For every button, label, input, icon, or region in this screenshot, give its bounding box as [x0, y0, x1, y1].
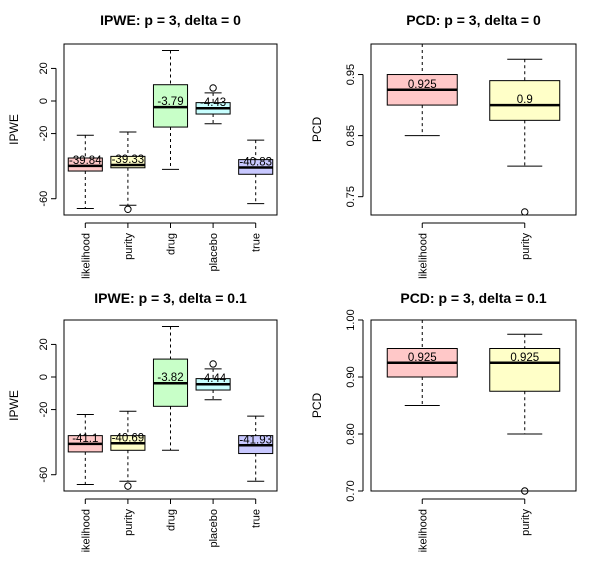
median-label: 0.9 [517, 94, 533, 106]
x-category-label: true [251, 509, 263, 528]
outlier-point [209, 84, 217, 92]
box-true: -40.83 [238, 139, 274, 205]
y-tick-label: 0.75 [345, 186, 357, 207]
outlier-point [521, 208, 529, 216]
x-category-label: true [251, 233, 263, 252]
y-tick-label: 20 [38, 62, 50, 74]
y-tick-label: 0.90 [345, 366, 357, 387]
box-body [152, 84, 189, 128]
box-body [489, 80, 561, 121]
y-tick-label: -20 [38, 126, 50, 142]
y-tick-label: -60 [38, 467, 50, 483]
y-axis-label: PCD [310, 393, 324, 419]
box-purity: -39.33 [110, 131, 146, 214]
y-tick-label: -60 [38, 191, 50, 207]
y-tick-label: 0.95 [345, 64, 357, 85]
chart-title: PCD: p = 3, delta = 0.1 [400, 290, 546, 306]
chart-title: PCD: p = 3, delta = 0 [406, 12, 541, 28]
x-category-label: placebo [208, 233, 220, 272]
median-label: 0.925 [510, 352, 539, 364]
median-label: -41.93 [239, 434, 272, 446]
x-category-label: drug [166, 233, 178, 255]
box-ikelihood: 0.925 [386, 319, 458, 406]
box-body [110, 155, 146, 169]
box-body [67, 157, 103, 172]
y-tick-label: 0.85 [345, 125, 357, 146]
box-purity: 0.9 [489, 58, 561, 216]
y-axis-label: IPWE [7, 390, 21, 421]
median-label: -3.82 [157, 372, 183, 384]
median-label: -40.83 [239, 156, 272, 168]
y-tick-label: 0 [38, 374, 50, 380]
panel-4: PCD: p = 3, delta = 0.1 1.00 0.90 0.80 0.70 P… [310, 290, 577, 552]
x-category-label: likelihood [80, 233, 92, 279]
median-label: 0.925 [408, 79, 437, 91]
box-drug: -3.79 [152, 50, 189, 170]
median-label: -4.43 [200, 97, 226, 109]
x-category-label: purity [520, 233, 532, 260]
plot-frame [63, 43, 278, 216]
panel-1: IPWE: p = 3, delta = 0 20 0 -20 -60 IPWE -39.8… [7, 12, 278, 279]
x-category-label: ikelihood [417, 509, 429, 552]
x-category-label: likelihood [417, 233, 429, 279]
median-label: -39.84 [69, 155, 102, 167]
x-category-label: ikelihood [80, 509, 92, 552]
x-category-label: purity [123, 233, 135, 260]
plot-frame [370, 319, 577, 492]
box-body [489, 348, 561, 392]
median-label: 0.925 [408, 352, 437, 364]
y-axis-label: IPWE [7, 114, 21, 145]
median-label: -3.79 [157, 96, 183, 108]
median-label: -41.1 [72, 433, 98, 445]
x-category-label: drug [166, 509, 178, 531]
box-true: -41.93 [238, 415, 274, 482]
chart-title: IPWE: p = 3, delta = 0.1 [94, 290, 247, 306]
box-purity: 0.925 [489, 333, 561, 495]
median-label: -39.33 [112, 154, 145, 166]
chart-title: IPWE: p = 3, delta = 0 [100, 12, 241, 28]
box-ikelihood: -41.1 [67, 413, 103, 485]
panel-2: PCD: p = 3, delta = 0 0.95 0.85 0.75 PCD 0.92… [310, 12, 577, 279]
y-tick-label: -20 [38, 402, 50, 418]
box-purity: -40.69 [110, 410, 146, 490]
x-category-label: purity [123, 509, 135, 536]
median-label: -40.69 [112, 432, 145, 444]
plot-frame [370, 43, 577, 216]
outlier-point [209, 360, 217, 368]
y-axis-label: PCD [310, 117, 324, 143]
y-tick-label: 0 [38, 98, 50, 104]
plot-frame [63, 319, 278, 492]
box-drug: -3.82 [152, 326, 189, 451]
x-category-label: placebo [208, 509, 220, 548]
y-tick-label: 1.00 [345, 309, 357, 330]
median-label: -4.44 [200, 373, 227, 385]
box-placebo: -4.43 [195, 84, 231, 125]
y-tick-label: 20 [38, 338, 50, 350]
x-category-label: purity [520, 509, 532, 536]
box-likelihood: 0.925 [386, 43, 458, 137]
outlier-point [521, 487, 529, 495]
outlier-point [124, 482, 132, 490]
y-tick-label: 0.80 [345, 423, 357, 444]
box-placebo: -4.44 [195, 360, 231, 401]
panel-3: IPWE: p = 3, delta = 0.1 20 0 -20 -60 IPWE -41… [7, 290, 278, 552]
outlier-point [124, 205, 132, 214]
y-tick-label: 0.70 [345, 480, 357, 501]
box-likelihood: -39.84 [67, 134, 103, 209]
